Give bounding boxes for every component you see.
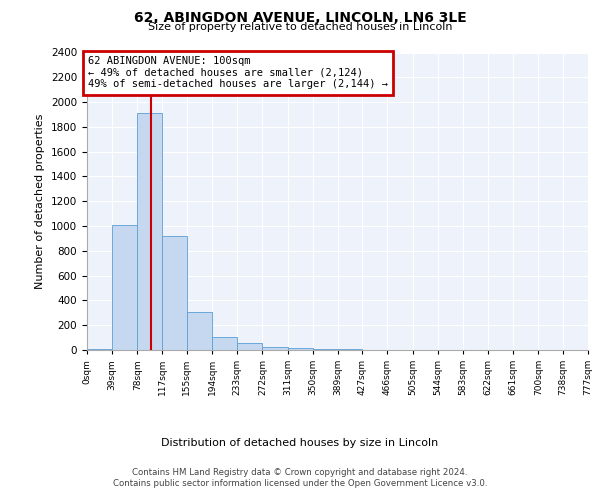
Bar	[137, 113, 163, 350]
Bar	[313, 349, 338, 350]
Bar	[287, 348, 313, 350]
Bar	[87, 349, 112, 350]
Y-axis label: Number of detached properties: Number of detached properties	[35, 114, 46, 289]
Bar	[262, 347, 287, 350]
Text: 62 ABINGDON AVENUE: 100sqm
← 49% of detached houses are smaller (2,124)
49% of s: 62 ABINGDON AVENUE: 100sqm ← 49% of deta…	[88, 56, 388, 90]
Text: Distribution of detached houses by size in Lincoln: Distribution of detached houses by size …	[161, 438, 439, 448]
Text: Contains public sector information licensed under the Open Government Licence v3: Contains public sector information licen…	[113, 480, 487, 488]
Text: Size of property relative to detached houses in Lincoln: Size of property relative to detached ho…	[148, 22, 452, 32]
Bar	[112, 225, 137, 350]
Bar	[212, 337, 237, 350]
Text: 62, ABINGDON AVENUE, LINCOLN, LN6 3LE: 62, ABINGDON AVENUE, LINCOLN, LN6 3LE	[134, 10, 466, 24]
Text: Contains HM Land Registry data © Crown copyright and database right 2024.: Contains HM Land Registry data © Crown c…	[132, 468, 468, 477]
Bar	[187, 312, 212, 350]
Bar	[163, 236, 187, 350]
Bar	[237, 343, 262, 350]
